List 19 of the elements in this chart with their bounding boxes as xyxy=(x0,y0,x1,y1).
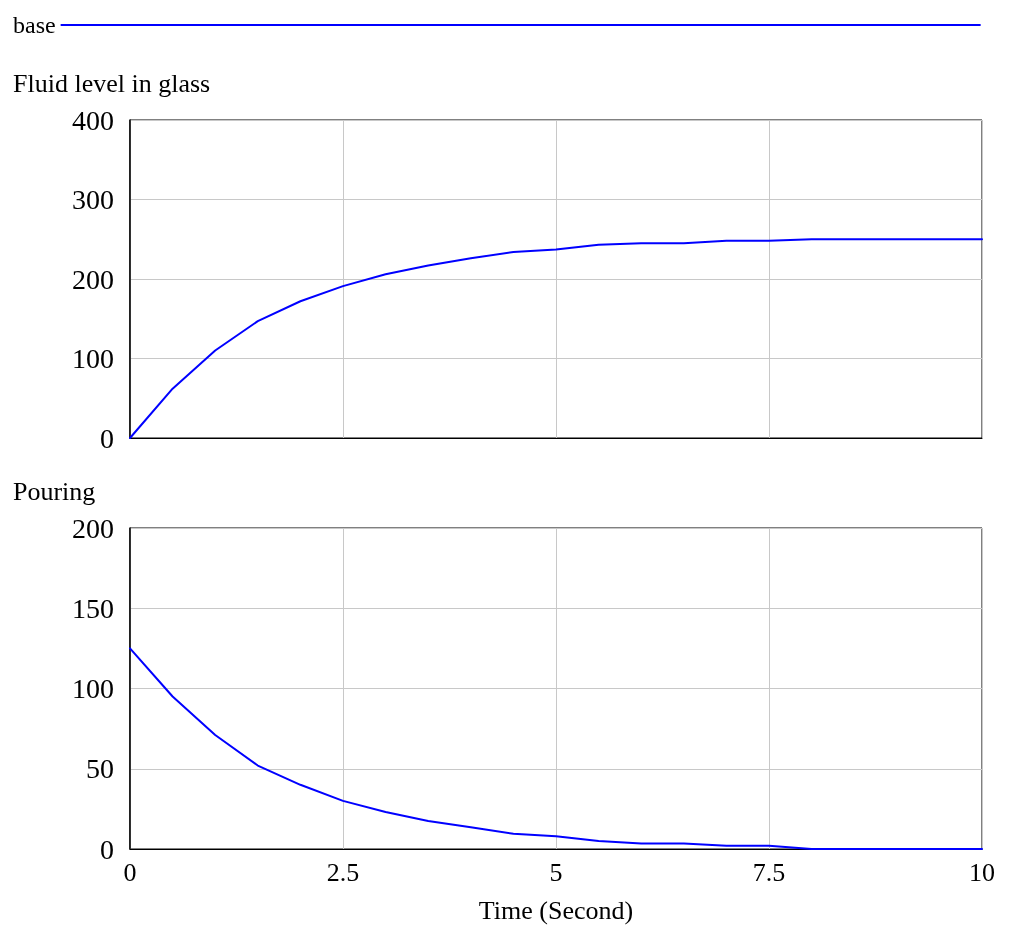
x-tick-label: 5 xyxy=(549,857,563,887)
y-tick-label: 0 xyxy=(100,833,114,865)
chart-title: Fluid level in glass xyxy=(13,68,211,98)
x-tick-label: 0 xyxy=(123,857,137,887)
y-tick-label: 400 xyxy=(72,104,114,136)
y-tick-label: 200 xyxy=(72,512,114,544)
x-tick-label: 7.5 xyxy=(752,857,786,887)
x-axis-title: Time (Second) xyxy=(478,895,634,925)
x-tick-label: 2.5 xyxy=(326,857,360,887)
y-tick-label: 0 xyxy=(100,422,114,454)
y-tick-label: 300 xyxy=(72,184,114,215)
x-tick-label: 10 xyxy=(969,857,995,887)
text: base xyxy=(12,12,56,38)
y-tick-label: 100 xyxy=(72,343,114,374)
y-tick-label: 150 xyxy=(72,592,114,624)
y-tick-label: 50 xyxy=(86,753,114,785)
y-tick-label: 100 xyxy=(72,673,114,704)
y-tick-label: 200 xyxy=(72,263,114,295)
chart-title: Pouring xyxy=(13,476,96,506)
